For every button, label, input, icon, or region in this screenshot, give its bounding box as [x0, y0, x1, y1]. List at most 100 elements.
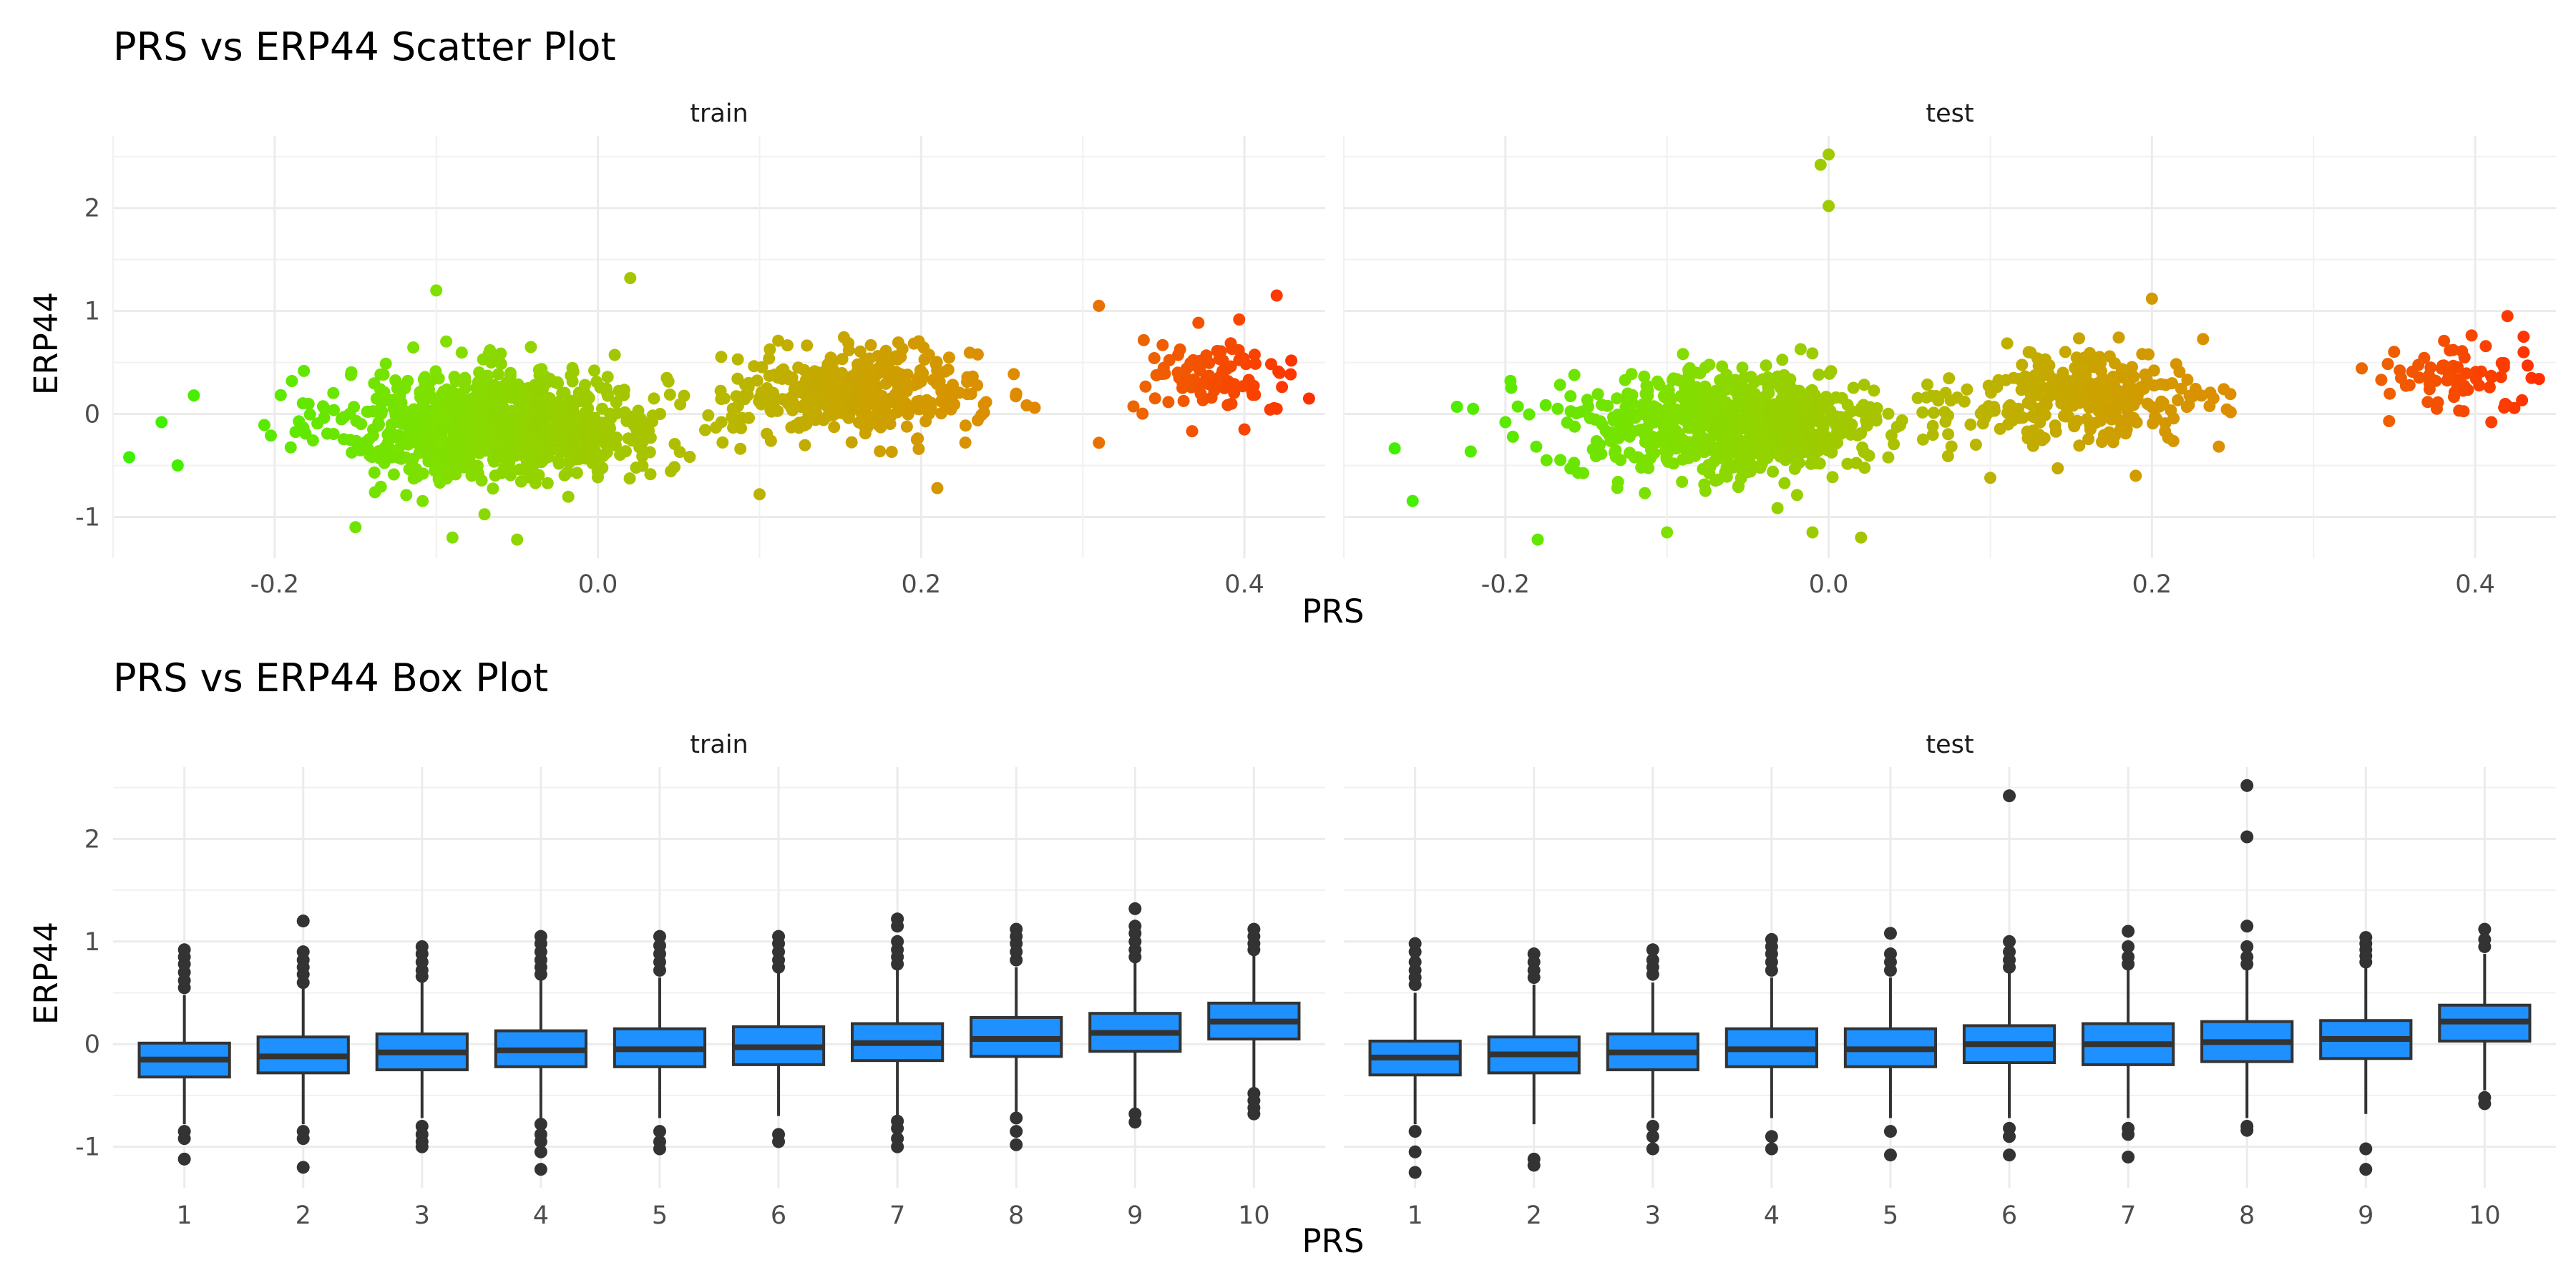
scatter-point	[435, 420, 448, 433]
box-outlier-point	[2240, 919, 2254, 933]
scatter-point	[1561, 416, 1574, 429]
scatter-point	[274, 389, 287, 401]
box-outlier-point	[296, 1132, 310, 1146]
scatter-point	[2451, 378, 2464, 391]
scatter-point	[1233, 313, 1246, 326]
scatter-point	[521, 447, 534, 460]
scatter-point	[1718, 447, 1731, 459]
box-strip-test: test	[1926, 731, 1974, 759]
scatter-point	[910, 433, 923, 446]
scatter-point	[1992, 374, 2005, 386]
scatter-point	[2073, 439, 2086, 452]
scatter-point	[1776, 353, 1789, 366]
scatter-point	[349, 521, 362, 534]
scatter-point	[298, 364, 311, 377]
scatter-point	[2220, 403, 2233, 416]
scatter-point	[2051, 462, 2064, 474]
box-group-1	[137, 943, 231, 1166]
box-group-7	[2082, 924, 2175, 1163]
scatter-point	[2508, 401, 2521, 414]
scatter-point	[1854, 405, 1866, 418]
scatter-point	[743, 411, 755, 424]
box-outlier-point	[2240, 1123, 2254, 1137]
scatter-point	[935, 407, 947, 420]
scatter-point	[525, 341, 537, 353]
scatter-point	[384, 429, 396, 441]
scatter-point	[2448, 391, 2460, 404]
scatter-point	[2458, 351, 2471, 364]
scatter-point	[2039, 357, 2051, 370]
scatter-point	[363, 433, 376, 446]
scatter-point	[2085, 354, 2098, 367]
scatter-x-tick-label: 0.0	[1809, 570, 1849, 599]
scatter-point	[565, 432, 578, 445]
scatter-point	[1653, 379, 1666, 391]
scatter-point	[446, 531, 459, 544]
scatter-point	[1642, 462, 1655, 474]
box-outlier-point	[891, 912, 904, 926]
scatter-point	[1450, 401, 1463, 413]
scatter-point	[1826, 471, 1839, 484]
scatter-point	[446, 466, 459, 479]
scatter-point	[1916, 433, 1929, 446]
scatter-point	[2383, 415, 2396, 427]
scatter-point	[1916, 406, 1929, 419]
box-outlier-point	[1765, 932, 1778, 946]
scatter-point	[817, 414, 830, 426]
scatter-point	[716, 436, 729, 449]
box-outlier-point	[415, 1140, 429, 1153]
scatter-point	[1925, 389, 1938, 402]
scatter-point	[513, 463, 526, 476]
scatter-point	[1830, 410, 1843, 423]
scatter-point	[1792, 457, 1805, 469]
scatter-point	[1941, 450, 1954, 462]
scatter-point	[361, 405, 374, 418]
scatter-point	[2019, 370, 2031, 383]
scatter-point	[2109, 429, 2122, 442]
box-x-tick-label: 9	[2358, 1201, 2373, 1230]
box-x-tick-label: 1	[1407, 1201, 1423, 1230]
scatter-point	[1926, 419, 1939, 432]
scatter-point	[818, 397, 831, 410]
scatter-point	[481, 369, 494, 382]
box-group-2	[256, 914, 350, 1174]
scatter-point	[387, 468, 400, 481]
scatter-point	[2032, 389, 2045, 401]
scatter-point	[1806, 384, 1818, 396]
scatter-point	[448, 387, 461, 400]
scatter-point	[423, 384, 435, 396]
scatter-point	[839, 381, 852, 394]
scatter-point	[756, 361, 769, 374]
scatter-point	[753, 488, 766, 501]
scatter-point	[1850, 457, 1863, 469]
scatter-point	[1721, 383, 1734, 396]
scatter-point	[646, 415, 659, 428]
scatter-point	[1679, 386, 1692, 399]
box-x-tick-label: 3	[414, 1201, 430, 1230]
scatter-point	[1938, 406, 1951, 419]
scatter-point	[303, 408, 316, 421]
scatter-point	[2093, 388, 2106, 401]
scatter-point	[1599, 424, 1612, 437]
scatter-point	[947, 379, 959, 391]
box-outlier-point	[2003, 945, 2016, 959]
scatter-point	[494, 450, 507, 463]
scatter-point	[2501, 310, 2514, 323]
scatter-point	[327, 386, 340, 399]
scatter-point	[2081, 413, 2094, 426]
scatter-point	[699, 424, 711, 436]
scatter-point	[541, 477, 554, 489]
scatter-point	[1192, 316, 1205, 329]
scatter-point	[1655, 429, 1668, 442]
scatter-point	[2375, 374, 2388, 386]
scatter-point	[1882, 407, 1895, 420]
scatter-point	[437, 385, 450, 398]
scatter-point	[570, 411, 583, 424]
scatter-point	[2122, 381, 2135, 394]
scatter-point	[1752, 414, 1765, 426]
scatter-point	[1926, 429, 1939, 441]
scatter-point	[731, 399, 744, 412]
scatter-point	[2517, 331, 2530, 343]
scatter-point	[1767, 465, 1780, 478]
scatter-title: PRS vs ERP44 Scatter Plot	[113, 24, 616, 69]
